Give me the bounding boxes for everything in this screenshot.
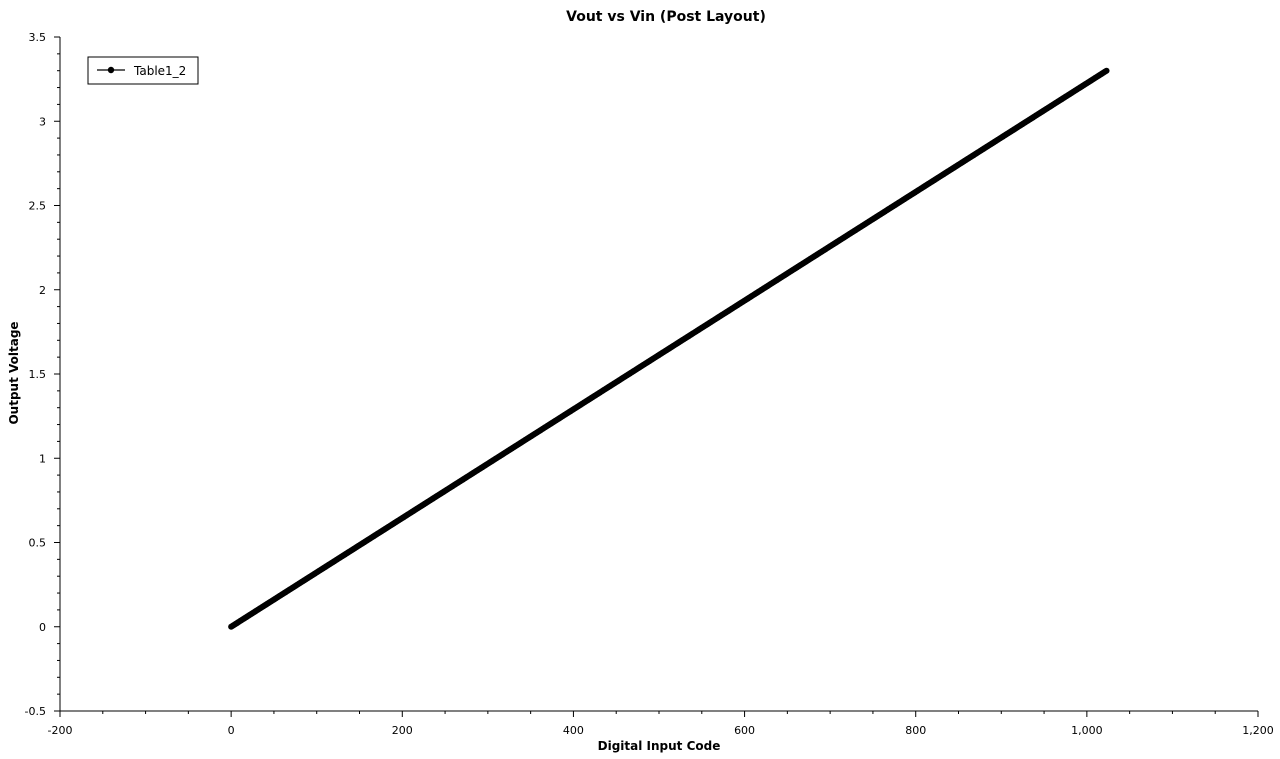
y-tick-label: 1 [39,452,46,465]
axes [59,37,1258,712]
y-tick-label: 1.5 [29,368,47,381]
x-axis-ticks: -200 0 200 400 600 800 1,000 1,200 [48,711,1274,737]
y-tick-label: 2 [39,284,46,297]
x-tick-label: 1,200 [1242,724,1274,737]
x-axis-label: Digital Input Code [598,739,721,753]
y-axis-ticks: -0.5 0 0.5 1 1.5 2 2.5 3 3.5 [25,31,60,718]
y-axis-label: Output Voltage [7,321,21,424]
x-tick-label: 600 [734,724,755,737]
y-tick-label: -0.5 [25,705,46,718]
x-tick-label: 800 [905,724,926,737]
legend-label: Table1_2 [133,64,186,78]
legend-marker [107,66,115,74]
y-tick-label: 2.5 [29,200,47,213]
y-tick-label: 0.5 [29,537,47,550]
y-tick-label: 0 [39,621,46,634]
x-tick-label: 0 [228,724,235,737]
x-tick-label: 1,000 [1071,724,1103,737]
chart-title: Vout vs Vin (Post Layout) [566,9,766,25]
x-tick-label: 200 [392,724,413,737]
series-table1-2 [228,67,1110,630]
x-tick-label: 400 [563,724,584,737]
data-point [1103,67,1110,74]
legend[interactable]: Table1_2 [87,56,199,85]
x-tick-label: -200 [48,724,73,737]
y-tick-label: 3.5 [29,31,47,44]
y-tick-label: 3 [39,115,46,128]
